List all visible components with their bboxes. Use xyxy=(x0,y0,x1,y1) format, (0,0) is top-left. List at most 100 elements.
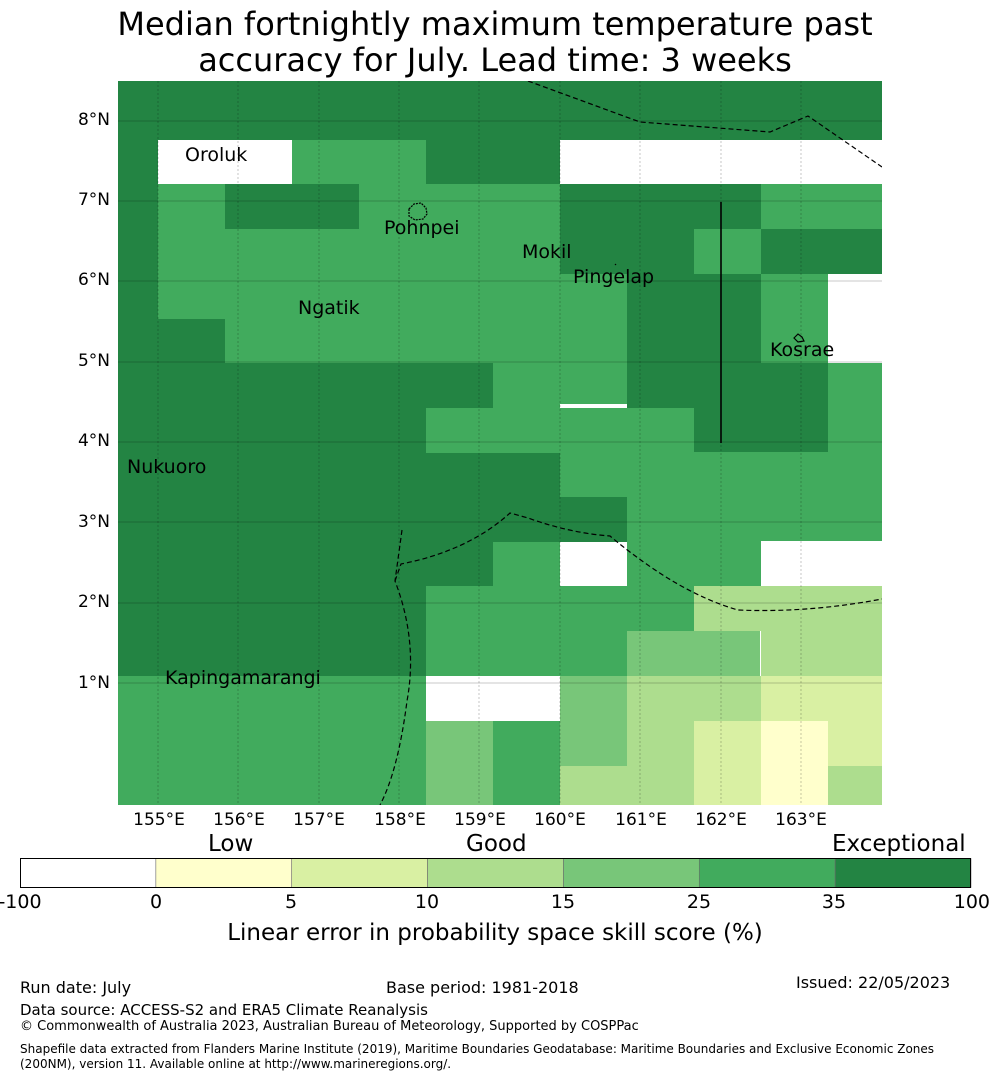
skill-cell xyxy=(118,319,225,363)
lon-label-163e: 163°E xyxy=(775,810,827,830)
lat-label-6n: 6°N xyxy=(77,270,110,290)
skill-cell xyxy=(292,140,426,184)
lat-label-5n: 5°N xyxy=(77,351,110,371)
place-label-kosrae: Kosrae xyxy=(770,339,834,361)
skill-cell xyxy=(560,408,694,453)
shapefile-credit-line-2: (200NM), version 11. Available online at… xyxy=(20,1057,452,1071)
map-title-line-2: accuracy for July. Lead time: 3 weeks xyxy=(198,41,792,79)
lat-label-3n: 3°N xyxy=(77,512,110,532)
skill-cell xyxy=(118,676,426,805)
map-title-line-1: Median fortnightly maximum temperature p… xyxy=(117,5,873,43)
shapefile-credit-line-1: Shapefile data extracted from Flanders M… xyxy=(20,1042,935,1056)
skill-cell xyxy=(761,184,882,229)
place-label-ngatik: Ngatik xyxy=(298,297,360,319)
lon-label-162e: 162°E xyxy=(695,810,747,830)
eez-boundary-south-east xyxy=(394,512,882,612)
eez-boundaries xyxy=(379,81,882,805)
lat-label-7n: 7°N xyxy=(77,190,110,210)
skill-cell xyxy=(828,721,882,766)
data-source: Data source: ACCESS-S2 and ERA5 Climate … xyxy=(20,1001,428,1019)
skill-cell xyxy=(694,184,761,229)
skill-cell xyxy=(560,452,627,497)
graticule xyxy=(118,81,882,805)
lat-label-1n: 1°N xyxy=(77,673,110,693)
lat-label-8n: 8°N xyxy=(77,110,110,130)
skill-cell xyxy=(158,229,225,319)
skill-cell xyxy=(225,229,426,363)
skill-cell xyxy=(761,676,882,721)
skill-cell xyxy=(158,184,225,229)
skill-cell xyxy=(426,184,560,363)
skill-cell xyxy=(560,497,627,542)
skill-cell xyxy=(761,721,828,805)
place-label-oroluk: Oroluk xyxy=(185,144,247,166)
colorbar-tick-15: 15 xyxy=(550,891,576,913)
lon-label-155e: 155°E xyxy=(133,810,185,830)
issued-date: Issued: 22/05/2023 xyxy=(796,973,951,992)
place-label-nukuoro: Nukuoro xyxy=(127,456,206,478)
lon-label-161e: 161°E xyxy=(615,810,667,830)
skill-cell xyxy=(426,140,560,184)
colorbar-tick-100: 100 xyxy=(953,891,990,913)
lon-label-157e: 157°E xyxy=(293,810,345,830)
colorbar-segment xyxy=(20,858,157,888)
skill-cell xyxy=(493,542,560,586)
place-label-pohnpei: Pohnpei xyxy=(384,217,460,239)
skill-cell xyxy=(828,363,882,452)
lon-label-156e: 156°E xyxy=(213,810,265,830)
category-label-low: Low xyxy=(208,831,254,857)
skill-cell xyxy=(493,408,560,453)
colorbar xyxy=(20,858,972,888)
lon-label-160e: 160°E xyxy=(534,810,586,830)
skill-cell xyxy=(560,721,627,766)
skill-cell xyxy=(560,766,694,805)
skill-cell xyxy=(359,184,426,229)
skill-cell xyxy=(493,363,560,408)
kosrae-outline xyxy=(793,333,805,343)
skill-cell xyxy=(627,452,761,586)
skill-cell xyxy=(426,542,493,587)
run-date: Run date: July xyxy=(20,978,132,997)
skill-cell xyxy=(493,721,560,805)
lat-label-4n: 4°N xyxy=(77,431,110,451)
lon-label-158e: 158°E xyxy=(374,810,426,830)
colorbar-tick--100: -100 xyxy=(0,891,42,913)
colorbar-tick-25: 25 xyxy=(686,891,712,913)
place-labels: Oroluk Pohnpei Mokil Pingelap Ngatik Kos… xyxy=(127,144,834,689)
skill-cell xyxy=(761,229,882,274)
skill-cell xyxy=(426,408,493,453)
skill-cell xyxy=(426,586,560,676)
colorbar-segment xyxy=(427,858,564,888)
skill-cell xyxy=(694,586,882,631)
colorbar-tick-35: 35 xyxy=(821,891,847,913)
skill-cell xyxy=(560,676,627,721)
skill-cell xyxy=(426,363,493,408)
category-label-good: Good xyxy=(466,831,527,857)
base-period: Base period: 1981-2018 xyxy=(386,978,579,997)
copyright: © Commonwealth of Australia 2023, Austra… xyxy=(20,1019,639,1034)
skill-grid xyxy=(118,81,882,805)
skill-cell xyxy=(761,363,828,452)
skill-cell xyxy=(761,631,882,676)
colorbar-tick-10: 10 xyxy=(414,891,440,913)
skill-cell xyxy=(118,81,882,140)
skill-cell xyxy=(225,184,359,229)
colorbar-segments xyxy=(20,858,972,888)
skill-cell xyxy=(761,274,828,363)
colorbar-tick-0: 0 xyxy=(149,891,163,913)
colorbar-segment xyxy=(698,858,836,888)
skill-cell xyxy=(761,452,882,541)
lon-label-159e: 159°E xyxy=(454,810,506,830)
skill-score-map: Oroluk Pohnpei Mokil Pingelap Ngatik Kos… xyxy=(118,81,882,805)
skill-cell xyxy=(828,766,882,805)
place-label-kapingamarangi: Kapingamarangi xyxy=(165,667,321,689)
skill-cell xyxy=(627,721,694,766)
map-title: Median fortnightly maximum temperature p… xyxy=(0,6,990,78)
pohnpei-outline xyxy=(408,202,428,221)
colorbar-segment xyxy=(834,858,972,888)
eez-boundary-north xyxy=(527,81,882,168)
colorbar-segment xyxy=(291,858,428,888)
colorbar-segment xyxy=(155,858,293,888)
colorbar-tick-5: 5 xyxy=(284,891,298,913)
place-label-pingelap: Pingelap xyxy=(573,266,654,288)
